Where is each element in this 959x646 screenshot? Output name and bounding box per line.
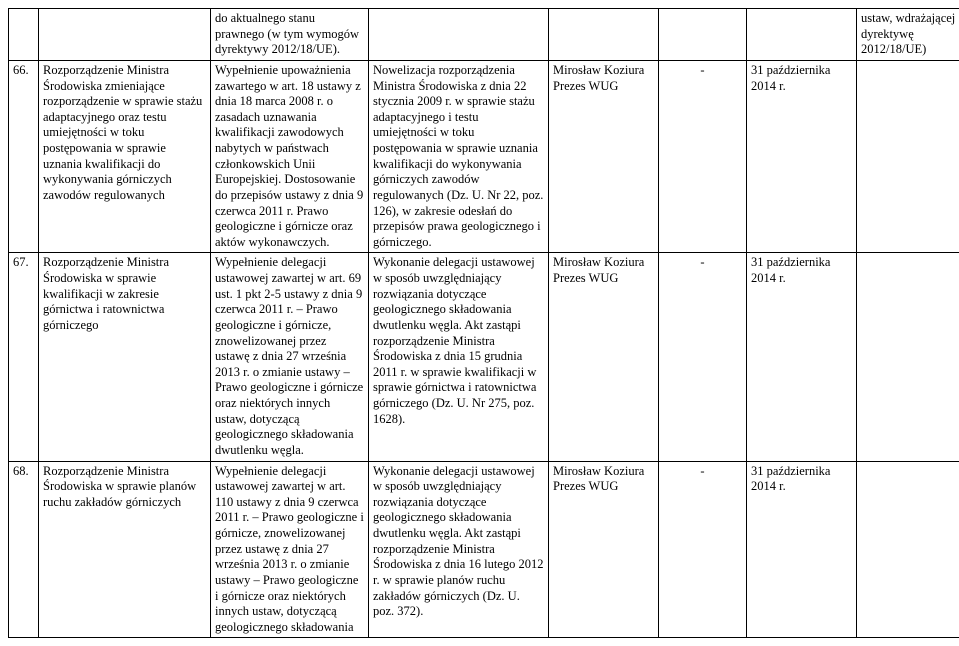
- cell-note: [857, 60, 959, 253]
- table-row: 66. Rozporządzenie Ministra Środowiska z…: [9, 60, 959, 253]
- cell-num: 68.: [9, 461, 39, 638]
- cell-basis: Wypełnienie delegacji ustawowej zawartej…: [211, 461, 369, 638]
- cell-date: 31 października 2014 r.: [747, 60, 857, 253]
- cell-desc: [369, 9, 549, 61]
- cell-status: -: [659, 461, 747, 638]
- cell-title: Rozporządzenie Ministra Środowiska w spr…: [39, 461, 211, 638]
- cell-date: 31 października 2014 r.: [747, 461, 857, 638]
- cell-title: [39, 9, 211, 61]
- cell-person: Mirosław Koziura Prezes WUG: [549, 253, 659, 461]
- cell-status: -: [659, 60, 747, 253]
- table-row: 67. Rozporządzenie Ministra Środowiska w…: [9, 253, 959, 461]
- cell-date: 31 października 2014 r.: [747, 253, 857, 461]
- cell-desc: Wykonanie delegacji ustawowej w sposób u…: [369, 253, 549, 461]
- cell-person: Mirosław Koziura Prezes WUG: [549, 461, 659, 638]
- cell-desc: Wykonanie delegacji ustawowej w sposób u…: [369, 461, 549, 638]
- cell-basis: do aktualnego stanu prawnego (w tym wymo…: [211, 9, 369, 61]
- cell-basis: Wypełnienie delegacji ustawowej zawartej…: [211, 253, 369, 461]
- cell-desc: Nowelizacja rozporządzenia Ministra Środ…: [369, 60, 549, 253]
- cell-num: 66.: [9, 60, 39, 253]
- cell-basis: Wypełnienie upoważnienia zawartego w art…: [211, 60, 369, 253]
- cell-title: Rozporządzenie Ministra Środowiska zmien…: [39, 60, 211, 253]
- table-row: 68. Rozporządzenie Ministra Środowiska w…: [9, 461, 959, 638]
- cell-note: [857, 253, 959, 461]
- cell-title: Rozporządzenie Ministra Środowiska w spr…: [39, 253, 211, 461]
- cell-status: -: [659, 253, 747, 461]
- cell-date: [747, 9, 857, 61]
- table-row: do aktualnego stanu prawnego (w tym wymo…: [9, 9, 959, 61]
- cell-num: 67.: [9, 253, 39, 461]
- cell-person: [549, 9, 659, 61]
- cell-num: [9, 9, 39, 61]
- cell-person: Mirosław Koziura Prezes WUG: [549, 60, 659, 253]
- cell-status: [659, 9, 747, 61]
- regulations-table: do aktualnego stanu prawnego (w tym wymo…: [8, 8, 959, 638]
- cell-note: [857, 461, 959, 638]
- cell-note: ustaw, wdrażającej dyrektywę 2012/18/UE): [857, 9, 959, 61]
